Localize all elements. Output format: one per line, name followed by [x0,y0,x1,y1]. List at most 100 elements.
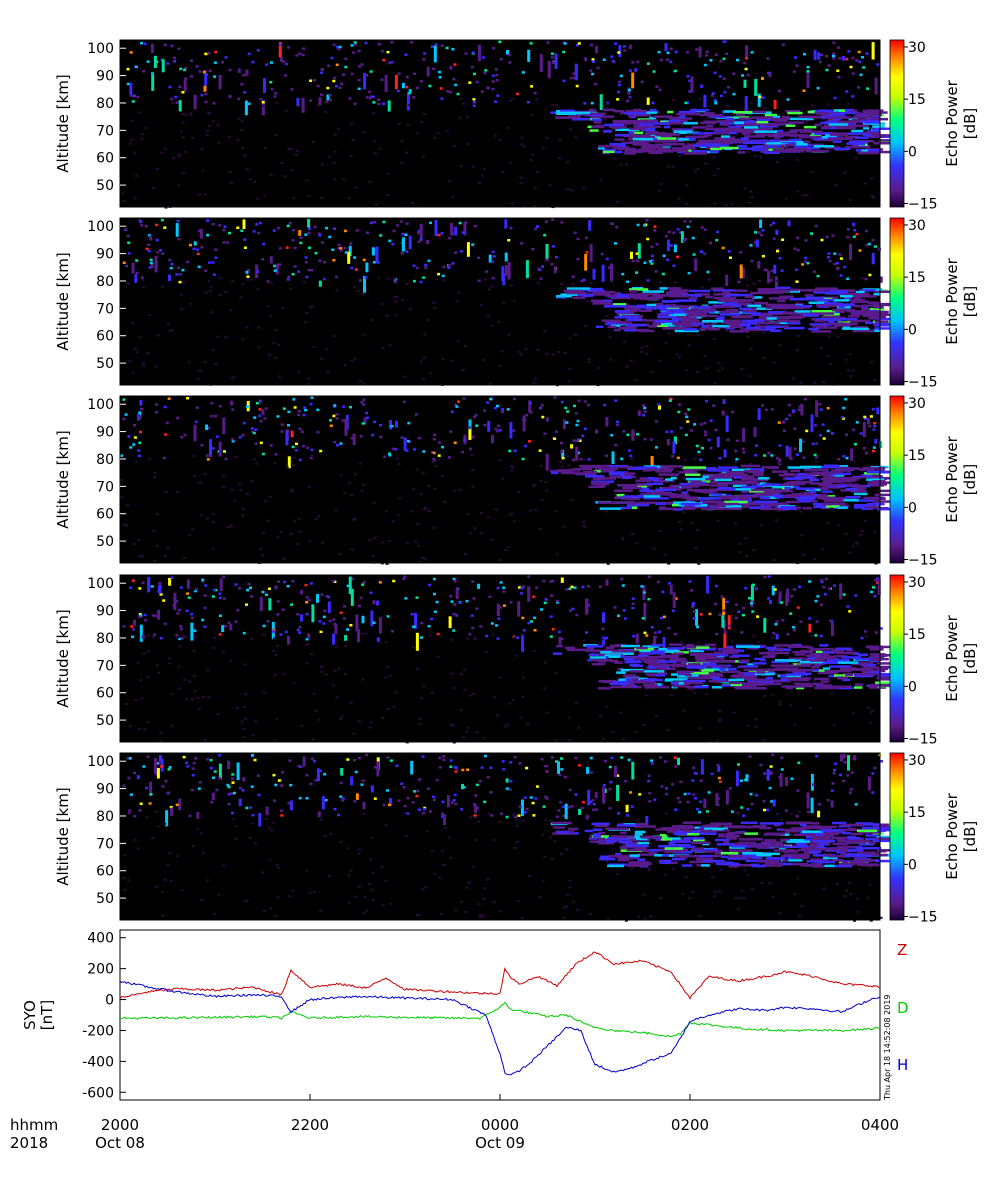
echo-mark [200,246,204,249]
layer-mark [840,479,857,482]
layer-mark [833,117,842,121]
layer-mark [645,493,659,496]
noise-mark [550,104,554,107]
echo-mark [839,773,842,777]
echo-mark [157,609,161,620]
layer-mark [844,297,852,300]
layer-mark [681,485,700,488]
noise-mark [796,335,800,337]
echo-mark [175,273,179,276]
layer-mark [669,116,685,119]
echo-mark [412,264,416,267]
echo-mark [648,260,652,263]
noise-mark [442,279,446,282]
layer-mark [845,496,861,499]
echo-mark [252,230,256,233]
layer-mark [646,661,659,665]
noise-mark [696,528,700,531]
layer-mark [709,506,720,509]
noise-mark [141,286,145,289]
noise-mark [126,282,130,285]
echo-mark [684,412,688,416]
layer-mark [747,304,761,308]
noise-mark [872,379,876,382]
noise-mark [353,473,357,476]
layer-mark [690,323,705,326]
echo-mark [566,410,570,413]
layer-mark [644,132,667,135]
echo-mark [485,270,489,273]
layer-mark [754,302,769,305]
layer-mark [705,295,713,299]
layer-mark [867,669,886,673]
layer-mark [752,473,764,477]
echo-mark [372,101,376,104]
echo-mark [205,454,209,457]
layer-mark [628,288,649,291]
echo-mark [469,447,472,451]
noise-mark [667,332,671,335]
echo-mark [336,46,339,49]
noise-mark [340,715,344,718]
layer-mark [732,505,742,508]
noise-mark [851,545,855,548]
ytick-label: 90 [96,69,114,85]
echo-mark [721,413,725,416]
echo-mark [666,258,670,261]
layer-mark [677,675,695,678]
layer-mark [781,685,805,688]
layer-mark [556,295,572,298]
echo-mark [319,449,323,453]
layer-mark [627,318,643,321]
noise-mark [800,534,804,537]
layer-mark [878,678,891,681]
layer-mark [787,466,811,469]
echo-mark [750,602,753,605]
noise-mark [170,329,174,332]
noise-mark [187,361,191,364]
echo-mark [340,768,344,776]
layer-mark [624,149,643,153]
echo-mark [862,422,866,438]
echo-mark [516,636,520,639]
noise-mark [458,116,461,119]
echo-mark [555,255,559,259]
layer-mark [674,299,697,302]
layer-mark [622,476,632,479]
noise-mark [350,548,354,551]
echo-mark [787,220,791,227]
echo-mark [864,277,868,281]
noise-mark [605,510,609,513]
echo-mark [318,234,322,237]
layer-mark [752,471,764,475]
echo-mark [318,97,322,106]
echo-mark [873,766,877,770]
layer-mark [639,649,654,653]
noise-mark [849,375,853,378]
echo-mark [198,70,202,73]
layer-mark [719,505,735,508]
echo-mark [629,791,633,794]
echo-mark [319,769,323,773]
echo-mark [810,773,814,791]
layer-mark [809,490,817,493]
layer-mark [821,315,841,319]
noise-mark [204,739,207,741]
layer-mark [695,659,707,662]
echo-mark [587,585,590,588]
layer-mark [665,304,676,307]
echo-mark [741,267,745,279]
echo-mark [816,274,820,278]
echo-mark [785,777,788,786]
echo-mark [605,636,609,640]
layer-mark [712,289,723,292]
noise-mark [197,707,201,710]
echo-mark [474,413,478,417]
echo-mark [318,259,322,262]
echo-mark [325,100,329,103]
noise-mark [224,336,228,339]
layer-mark [585,645,604,648]
layer-mark [774,644,797,647]
layer-mark [621,141,634,145]
layer-mark [704,134,712,137]
